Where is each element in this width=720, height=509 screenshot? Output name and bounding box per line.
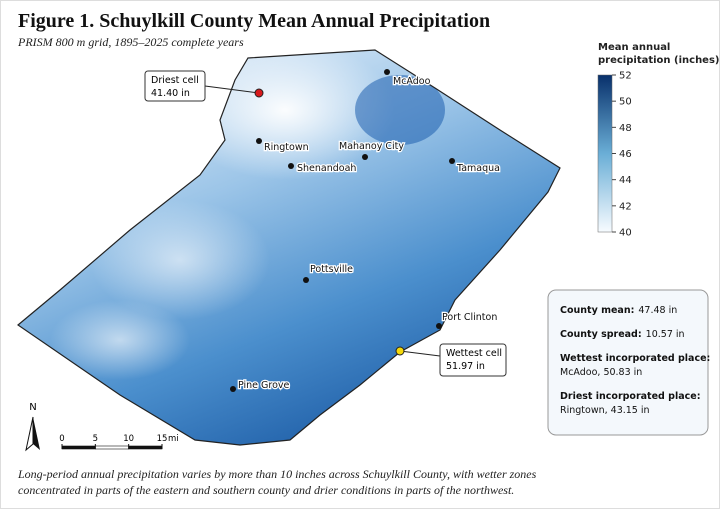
callout-box: [439, 343, 507, 377]
caption: Long-period annual precipitation varies …: [17, 467, 537, 481]
stat-heading: Wettest incorporated place:: [560, 353, 710, 364]
callout-label: Wettest cell: [446, 348, 502, 359]
stat-value: Ringtown, 43.15 in: [560, 405, 650, 416]
scale-bar: 0 5 10 15 mi: [59, 434, 179, 450]
place-label: Port Clinton: [442, 312, 497, 323]
places: McAdoo Ringtown Shenandoah Mahanoy City Tama…: [230, 69, 501, 392]
stat-value: 10.57 in: [646, 329, 685, 340]
callouts: Driest cell 41.40 in Wettest cell 51.97 in: [144, 70, 507, 377]
place-dot: [362, 154, 368, 160]
place-dot: [449, 158, 455, 164]
colorbar-tick-label: 52: [619, 71, 632, 82]
place-label: Ringtown: [264, 142, 309, 153]
north-arrow: N: [25, 402, 40, 452]
stat-value: 47.48 in: [638, 305, 677, 316]
place-label: Shenandoah: [297, 163, 356, 174]
scale-segment: [61, 445, 96, 450]
colorbar: [597, 74, 613, 233]
stat-heading: County mean:: [560, 305, 634, 316]
colorbar-tick-label: 40: [619, 228, 632, 239]
callout-dot: [395, 346, 405, 356]
stat-heading: Driest incorporated place:: [560, 391, 701, 402]
scale-tick-label: 15: [157, 434, 168, 444]
place-label: Tamaqua: [456, 163, 500, 174]
callout-value: 51.97 in: [446, 361, 485, 372]
county-outline: [17, 49, 561, 446]
subtitle: PRISM 800 m grid, 1895–2025 complete yea…: [17, 35, 244, 49]
place-label: Pottsville: [310, 264, 353, 275]
legend-title: Mean annual: [598, 42, 670, 53]
colorbar-tick-label: 48: [619, 123, 632, 134]
stats-panel: [547, 289, 709, 436]
stat-heading: County spread:: [560, 329, 642, 340]
scale-tick-label: 0: [59, 434, 64, 444]
scale-unit: mi: [168, 434, 179, 444]
legend: Mean annual precipitation (inches) 40 42 4…: [597, 42, 720, 239]
place-dot: [230, 386, 236, 392]
callout-leader: [204, 85, 260, 94]
scale-tick-label: 5: [93, 434, 98, 444]
place-dot: [256, 138, 262, 144]
place-dot: [288, 163, 294, 169]
scale-segment: [128, 445, 163, 450]
place-label: Mahanoy City: [339, 141, 404, 152]
caption: concentrated in parts of the eastern and…: [18, 483, 514, 497]
colorbar-tick-label: 44: [619, 175, 632, 186]
colorbar-tick-label: 50: [619, 97, 632, 108]
legend-title: precipitation (inches): [598, 55, 720, 66]
callout-label: Driest cell: [151, 75, 199, 86]
north-label: N: [29, 402, 36, 413]
colorbar-tick-label: 46: [619, 149, 632, 160]
colorbar-tick-label: 42: [619, 201, 632, 212]
callout-box: [144, 70, 206, 102]
place-dot: [436, 323, 442, 329]
callout-leader: [399, 350, 441, 357]
scale-segment: [95, 445, 129, 450]
stats-box: County mean: 47.48 in County spread: 10.57 …: [547, 289, 710, 436]
place-label: Pine Grove: [238, 380, 290, 391]
title: Figure 1. Schuylkill County Mean Annual …: [18, 10, 490, 32]
callout-dot: [254, 88, 264, 98]
place-label: McAdoo: [393, 76, 431, 87]
stat-value: McAdoo, 50.83 in: [560, 367, 642, 378]
callout-value: 41.40 in: [151, 88, 190, 99]
place-dot: [384, 69, 390, 75]
scale-tick-label: 10: [123, 434, 134, 444]
place-dot: [303, 277, 309, 283]
